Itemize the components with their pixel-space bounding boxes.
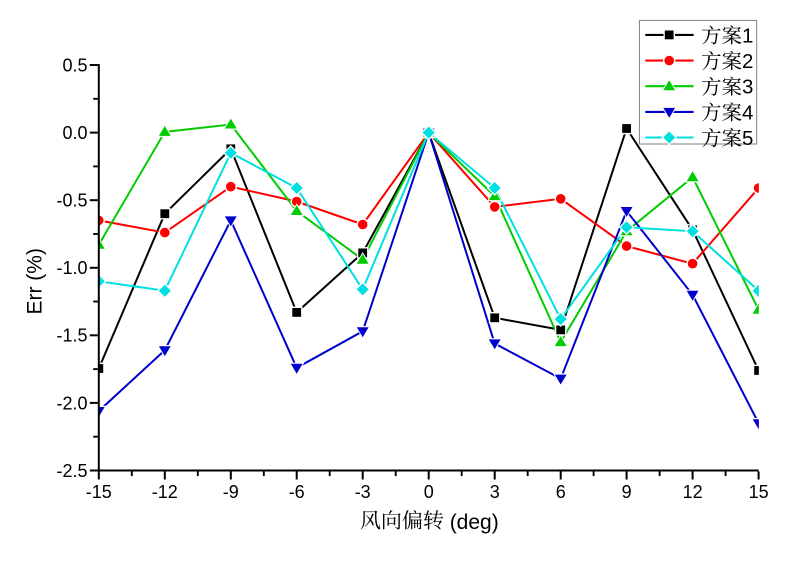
- svg-text:12: 12: [683, 482, 703, 502]
- svg-text:-1.5: -1.5: [56, 326, 87, 346]
- svg-text:0: 0: [424, 482, 434, 502]
- svg-text:5: 5: [742, 127, 753, 150]
- svg-text:9: 9: [622, 482, 632, 502]
- svg-text:2: 2: [742, 50, 753, 73]
- svg-text:-15: -15: [86, 482, 112, 502]
- svg-text:1: 1: [742, 24, 753, 47]
- svg-text:-2.5: -2.5: [56, 461, 87, 481]
- svg-text:-9: -9: [223, 482, 239, 502]
- svg-text:4: 4: [742, 101, 753, 124]
- svg-text:-6: -6: [289, 482, 305, 502]
- svg-text:-0.5: -0.5: [56, 191, 87, 211]
- svg-text:3: 3: [490, 482, 500, 502]
- svg-text:0.0: 0.0: [62, 123, 87, 143]
- svg-text:-1.0: -1.0: [56, 258, 87, 278]
- svg-text:-3: -3: [355, 482, 371, 502]
- svg-text:15: 15: [749, 482, 769, 502]
- svg-text:0.5: 0.5: [62, 55, 87, 75]
- svg-text:-12: -12: [152, 482, 178, 502]
- svg-text:(deg): (deg): [450, 511, 499, 534]
- svg-text:Err (%): Err (%): [24, 248, 47, 315]
- svg-text:3: 3: [742, 76, 753, 99]
- svg-text:-2.0: -2.0: [56, 393, 87, 413]
- svg-text:6: 6: [556, 482, 566, 502]
